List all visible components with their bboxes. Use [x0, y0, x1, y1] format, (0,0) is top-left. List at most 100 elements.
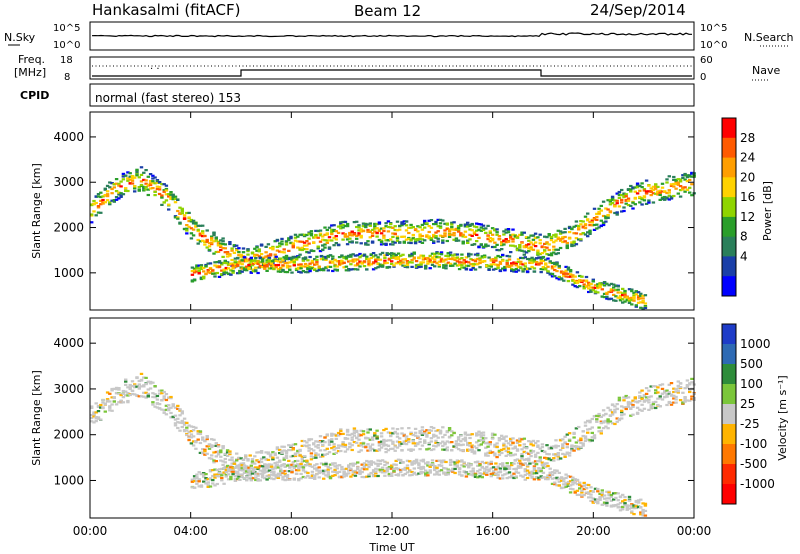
- velocity-scatter-mark: [427, 441, 431, 445]
- velocity-scatter-mark: [451, 460, 455, 463]
- velocity-scatter-mark: [408, 470, 412, 473]
- velocity-scatter-mark: [546, 474, 550, 477]
- power-scatter-mark: [450, 223, 454, 226]
- velocity-scatter-mark: [225, 449, 230, 452]
- power-scatter-mark: [610, 202, 615, 205]
- velocity-scatter-mark: [317, 471, 321, 475]
- velocity-scatter-mark: [418, 430, 422, 433]
- velocity-scatter-mark: [92, 411, 96, 414]
- power-scatter-mark: [344, 256, 349, 260]
- power-scatter-mark: [266, 254, 271, 257]
- velocity-scatter-mark: [376, 474, 380, 478]
- power-scatter-mark: [421, 261, 426, 264]
- velocity-scatter-mark: [610, 413, 615, 416]
- velocity-scatter-mark: [223, 461, 227, 464]
- power-scatter-mark: [548, 273, 552, 276]
- velocity-scatter-mark: [644, 387, 649, 390]
- velocity-scatter-mark: [349, 467, 353, 470]
- velocity-scatter-mark: [591, 497, 595, 500]
- power-scatter-mark: [259, 244, 264, 247]
- velocity-scatter-mark: [355, 441, 359, 444]
- power-scatter-mark: [305, 244, 309, 247]
- velocity-scatter-mark: [239, 457, 243, 460]
- velocity-scatter-mark: [444, 460, 448, 464]
- power-scatter-mark: [455, 253, 460, 256]
- velocity-scatter-mark: [387, 465, 392, 469]
- velocity-scatter-mark: [119, 401, 123, 404]
- velocity-scatter-mark: [264, 451, 268, 454]
- velocity-scatter-mark: [291, 454, 295, 458]
- power-scatter-mark: [582, 283, 586, 286]
- power-scatter-mark: [386, 239, 391, 242]
- velocity-scatter-mark: [500, 434, 504, 437]
- power-scatter-mark: [157, 188, 162, 191]
- velocity-scatter-mark: [606, 422, 610, 425]
- power-scatter-mark: [222, 268, 226, 271]
- power-scatter-mark: [240, 267, 244, 270]
- power-scatter-mark: [475, 233, 479, 236]
- power-scatter-mark: [192, 271, 197, 274]
- power-scatter-mark: [514, 262, 518, 265]
- velocity-scatter-mark: [614, 492, 618, 495]
- power-scatter-mark: [565, 246, 569, 250]
- velocity-scatter-mark: [207, 443, 212, 446]
- velocity-scatter-mark: [331, 462, 335, 465]
- power-scatter-mark: [527, 236, 531, 239]
- velocity-scatter-mark: [187, 436, 191, 439]
- velocity-scatter-mark: [667, 383, 671, 386]
- velocity-scatter-mark: [248, 472, 252, 475]
- velocity-scatter-mark: [316, 453, 320, 456]
- power-scatter-mark: [202, 267, 206, 270]
- velocity-scatter-mark: [351, 470, 355, 473]
- velocity-scatter-mark: [315, 469, 319, 472]
- power-scatter-mark: [545, 246, 549, 249]
- power-scatter-mark: [377, 228, 382, 231]
- velocity-scatter-mark: [484, 446, 488, 449]
- velocity-scatter-mark: [356, 471, 360, 474]
- velocity-scatter-mark: [217, 475, 222, 478]
- velocity-scatter-mark: [142, 391, 146, 394]
- power-scatter-mark: [263, 265, 267, 268]
- power-scatter-mark: [527, 250, 531, 253]
- power-scatter-mark: [577, 224, 581, 228]
- power-scatter-mark: [527, 243, 531, 246]
- velocity-scatter-mark: [375, 449, 379, 452]
- velocity-scatter-mark: [334, 447, 338, 450]
- power-scatter-mark: [201, 235, 205, 238]
- power-scatter-mark: [298, 240, 302, 243]
- velocity-scatter-mark: [317, 466, 321, 469]
- power-scatter-mark: [214, 239, 218, 242]
- power-scatter-mark: [235, 249, 239, 252]
- velocity-scatter-mark: [199, 473, 204, 476]
- power-scatter-mark: [271, 248, 275, 251]
- velocity-scatter-mark: [597, 414, 601, 417]
- velocity-scatter-mark: [583, 435, 588, 438]
- velocity-scatter-mark: [322, 477, 326, 480]
- velocity-panel-frame: [89, 317, 695, 519]
- power-scatter-mark: [382, 229, 386, 233]
- velocity-scatter-mark: [579, 441, 583, 445]
- power-scatter-mark: [405, 260, 410, 263]
- power-scatter-mark: [359, 236, 363, 239]
- power-scatter-mark: [299, 265, 303, 268]
- velocity-scatter-mark: [275, 448, 280, 451]
- velocity-scatter-mark: [516, 462, 521, 465]
- power-scatter-mark: [148, 182, 153, 185]
- velocity-scatter-mark: [497, 449, 502, 452]
- power-scatter-mark: [349, 268, 353, 271]
- power-scatter-mark: [602, 281, 607, 284]
- velocity-scatter-mark: [162, 395, 166, 398]
- power-scatter-mark: [457, 264, 462, 267]
- power-scatter-mark: [573, 279, 577, 282]
- velocity-scatter-mark: [349, 463, 353, 466]
- velocity-scatter-mark: [482, 472, 487, 475]
- velocity-scatter-mark: [472, 450, 477, 453]
- power-scatter-mark: [216, 240, 221, 243]
- velocity-scatter-mark: [658, 384, 662, 387]
- power-scatter-mark: [663, 190, 667, 193]
- velocity-scatter-mark: [601, 427, 606, 430]
- power-scatter-mark: [164, 187, 169, 191]
- velocity-scatter-mark: [497, 439, 502, 442]
- power-scatter-mark: [331, 255, 335, 258]
- power-scatter-mark: [453, 256, 457, 259]
